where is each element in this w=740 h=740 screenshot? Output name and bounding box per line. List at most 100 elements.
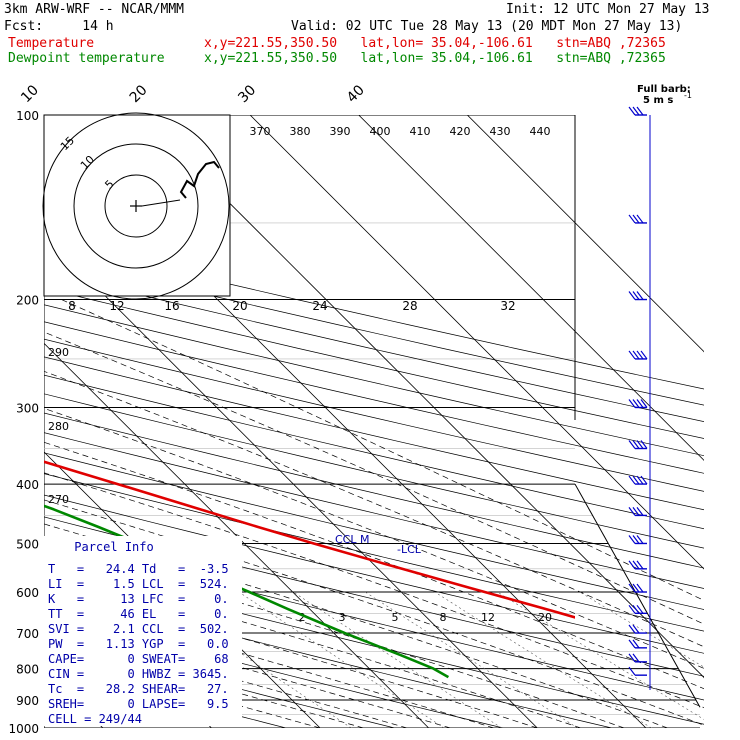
wind-barb (628, 440, 648, 450)
wind-barb (628, 604, 647, 615)
dry-adiabat (44, 494, 704, 654)
dry-adiabat (44, 586, 612, 728)
moist-adiabat (44, 370, 704, 648)
moist-adiabat (44, 472, 704, 709)
moist-adiabat (44, 408, 704, 669)
parcel-info-row: TT = 46 EL = 0. (48, 607, 229, 621)
dry-adiabat (44, 356, 704, 511)
pressure-label-400: 400 (16, 478, 39, 492)
isotherm (141, 115, 704, 679)
wind-barb (628, 666, 647, 676)
temperature-legend-label: Temperature (8, 36, 95, 51)
dry-adiabat (44, 321, 704, 474)
wind-barb (628, 106, 647, 116)
mixing-ratio-label: 20 (538, 611, 552, 624)
hodograph-speed-label: 20 (232, 299, 247, 313)
parcel-info-row: Tc = 28.2 SHEAR= 27. (48, 682, 229, 696)
temperature-legend-info: x,y=221.55,350.50 lat,lon= 35.04,-106.61… (204, 36, 666, 51)
dewpoint-line (44, 504, 450, 679)
pressure-label-1000: 1000 (8, 722, 39, 736)
theta-label: 430 (490, 125, 511, 138)
dry-adiabat (44, 271, 704, 423)
theta-label: 400 (370, 125, 391, 138)
mixing-ratio-line (365, 591, 578, 728)
mixing-ratio-line (238, 591, 445, 728)
parcel-info-panel (44, 536, 242, 726)
theta-label: 410 (410, 125, 431, 138)
theta-label: 370 (250, 125, 271, 138)
mixing-ratio-label: 8 (440, 611, 447, 624)
dry-adiabat (44, 611, 504, 728)
wind-barb (628, 624, 647, 634)
hodograph-speed-label: 12 (109, 299, 124, 313)
forecast-hour: Fcst: 14 h (4, 19, 114, 34)
theta-label: 420 (450, 125, 471, 138)
wind-barb (628, 653, 647, 663)
hodograph-speed-label: 8 (68, 299, 76, 313)
plot-right-slope (574, 483, 701, 708)
level-marker-lcl: -LCL (397, 543, 422, 556)
dry-adiabat (44, 432, 704, 589)
barb-legend-exp: -1 (684, 91, 692, 100)
wind-barb (628, 214, 647, 224)
pressure-label-100: 100 (16, 109, 39, 123)
moist-adiabat (44, 523, 668, 728)
dry-adiabat (44, 338, 704, 492)
hodograph-speed-label: 28 (402, 299, 417, 313)
pressure-label-500: 500 (16, 537, 39, 551)
mixing-ratio-label: 12 (481, 611, 495, 624)
dry-adiabat (44, 473, 704, 632)
init-time: Init: 12 UTC Mon 27 May 13 (506, 2, 710, 17)
wind-barb (628, 560, 647, 570)
wind-barb (628, 507, 647, 517)
parcel-info-row: PW = 1.13 YGP = 0.0 (48, 637, 229, 651)
pressure-label-900: 900 (16, 694, 39, 708)
parcel-info-row: K = 13 LFC = 0. (48, 592, 229, 606)
pressure-label-200: 200 (16, 294, 39, 308)
dry-adiabat (44, 287, 704, 439)
moist-adiabat (44, 612, 451, 728)
isotherm (467, 115, 704, 353)
mixing-ratio-label: 2 (299, 611, 306, 624)
moist-adiabat-label: 290 (48, 346, 69, 359)
dewpoint-legend-label: Dewpoint temperature (8, 51, 165, 66)
pressure-label-300: 300 (16, 401, 39, 415)
parcel-info-row: SREH= 0 LAPSE= 9.5 (48, 697, 229, 711)
isotherm (358, 115, 704, 461)
hodograph-ring (42, 112, 230, 300)
theta-label: 440 (530, 125, 551, 138)
parcel-info-row: SVI = 2.1 CCL = 502. (48, 622, 229, 636)
wind-barb (628, 639, 647, 649)
temperature-label: 30 (235, 82, 259, 106)
dewpoint-legend-info: x,y=221.55,350.50 lat,lon= 35.04,-106.61… (204, 51, 666, 66)
hodograph-speed-label: 24 (312, 299, 327, 313)
hodograph-ring (73, 143, 199, 269)
moist-adiabat-label: 280 (48, 420, 69, 433)
dry-adiabat (44, 255, 704, 406)
level-marker-ccl: CCL (335, 533, 357, 546)
mixing-ratio-label: 5 (392, 611, 399, 624)
hodograph-trace (179, 160, 220, 199)
temperature-label: 40 (344, 82, 368, 106)
wind-barb (628, 350, 648, 360)
moist-adiabat-label: 270 (48, 493, 69, 506)
model-title: 3km ARW-WRF -- NCAR/MMM (4, 2, 185, 17)
temperature-line (44, 460, 575, 619)
dry-adiabat (44, 452, 704, 610)
mixing-ratio-line (579, 591, 704, 668)
wind-barb (628, 399, 648, 409)
temperature-label: 10 (18, 82, 42, 106)
isotherm (249, 115, 704, 570)
theta-label: 380 (290, 125, 311, 138)
theta-label: 390 (330, 125, 351, 138)
moist-adiabat (44, 597, 494, 728)
parcel-info-row: CIN = 0 HWBZ = 3645. (48, 667, 229, 681)
level-marker-m: M (360, 533, 370, 546)
wind-barb (628, 583, 647, 593)
parcel-info-row: CAPE= 0 SWEAT= 68 (48, 652, 229, 666)
pressure-label-700: 700 (16, 627, 39, 641)
dry-adiabat (44, 240, 704, 390)
wind-barb (628, 475, 648, 485)
pressure-label-600: 600 (16, 586, 39, 600)
